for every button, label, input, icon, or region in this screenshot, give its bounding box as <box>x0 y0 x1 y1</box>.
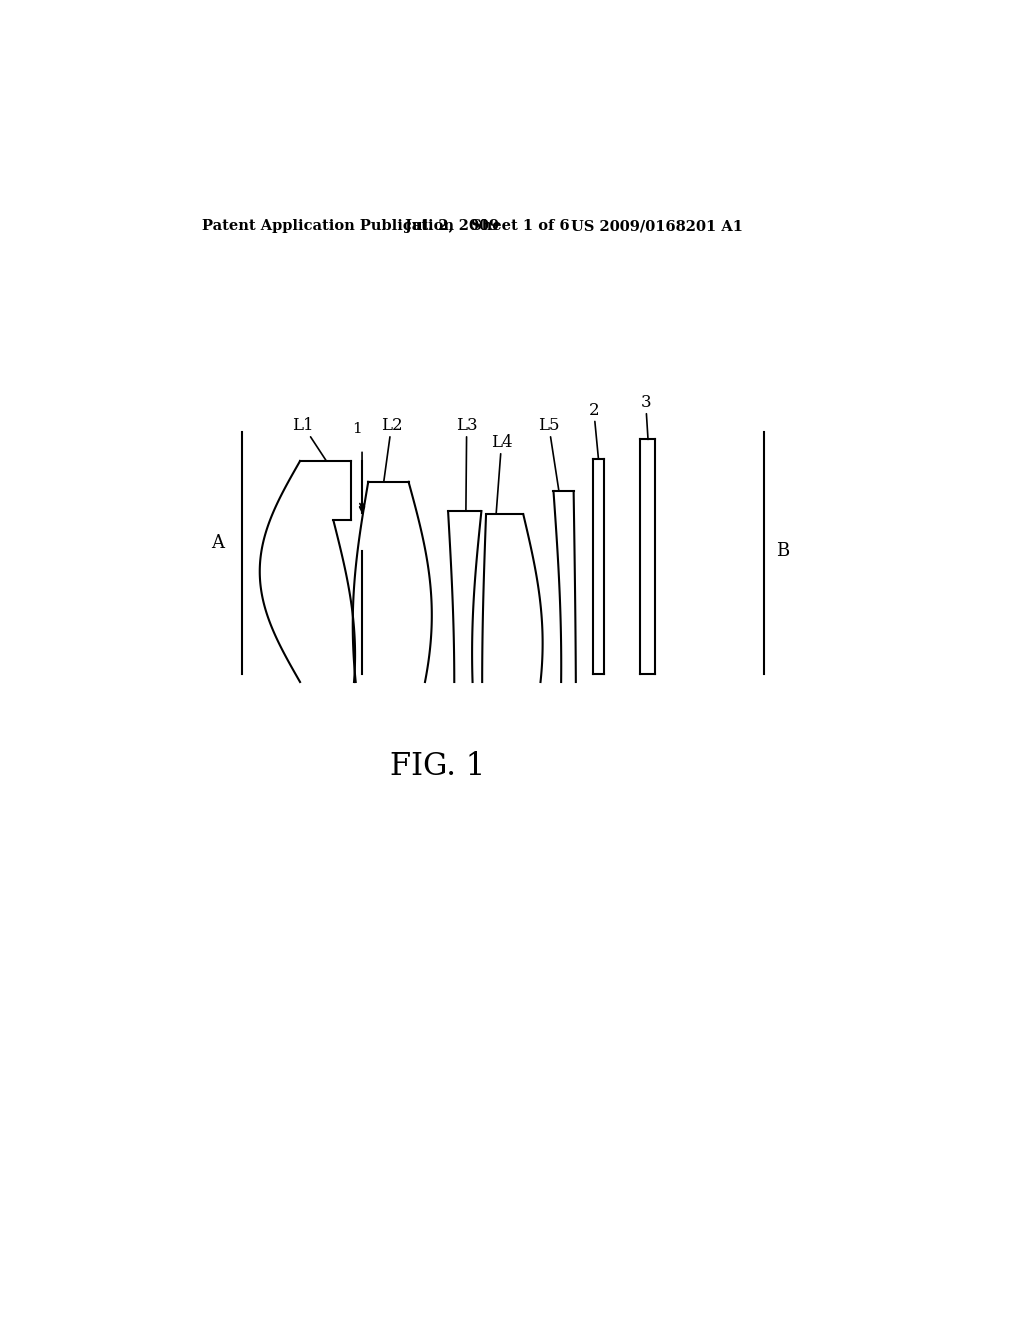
Text: Sheet 1 of 6: Sheet 1 of 6 <box>471 219 569 234</box>
Text: FIG. 1: FIG. 1 <box>390 751 485 783</box>
Text: L1: L1 <box>292 417 327 461</box>
Text: 2: 2 <box>589 401 599 459</box>
Text: B: B <box>776 543 790 560</box>
Text: L2: L2 <box>381 417 402 482</box>
Text: L5: L5 <box>538 417 559 491</box>
Text: A: A <box>211 535 224 552</box>
Text: US 2009/0168201 A1: US 2009/0168201 A1 <box>571 219 743 234</box>
Text: Jul. 2, 2009: Jul. 2, 2009 <box>406 219 500 234</box>
Text: L3: L3 <box>456 417 477 511</box>
Text: 3: 3 <box>640 393 651 440</box>
Text: L4: L4 <box>490 434 512 515</box>
Text: Patent Application Publication: Patent Application Publication <box>202 219 454 234</box>
Text: 1: 1 <box>352 421 362 436</box>
